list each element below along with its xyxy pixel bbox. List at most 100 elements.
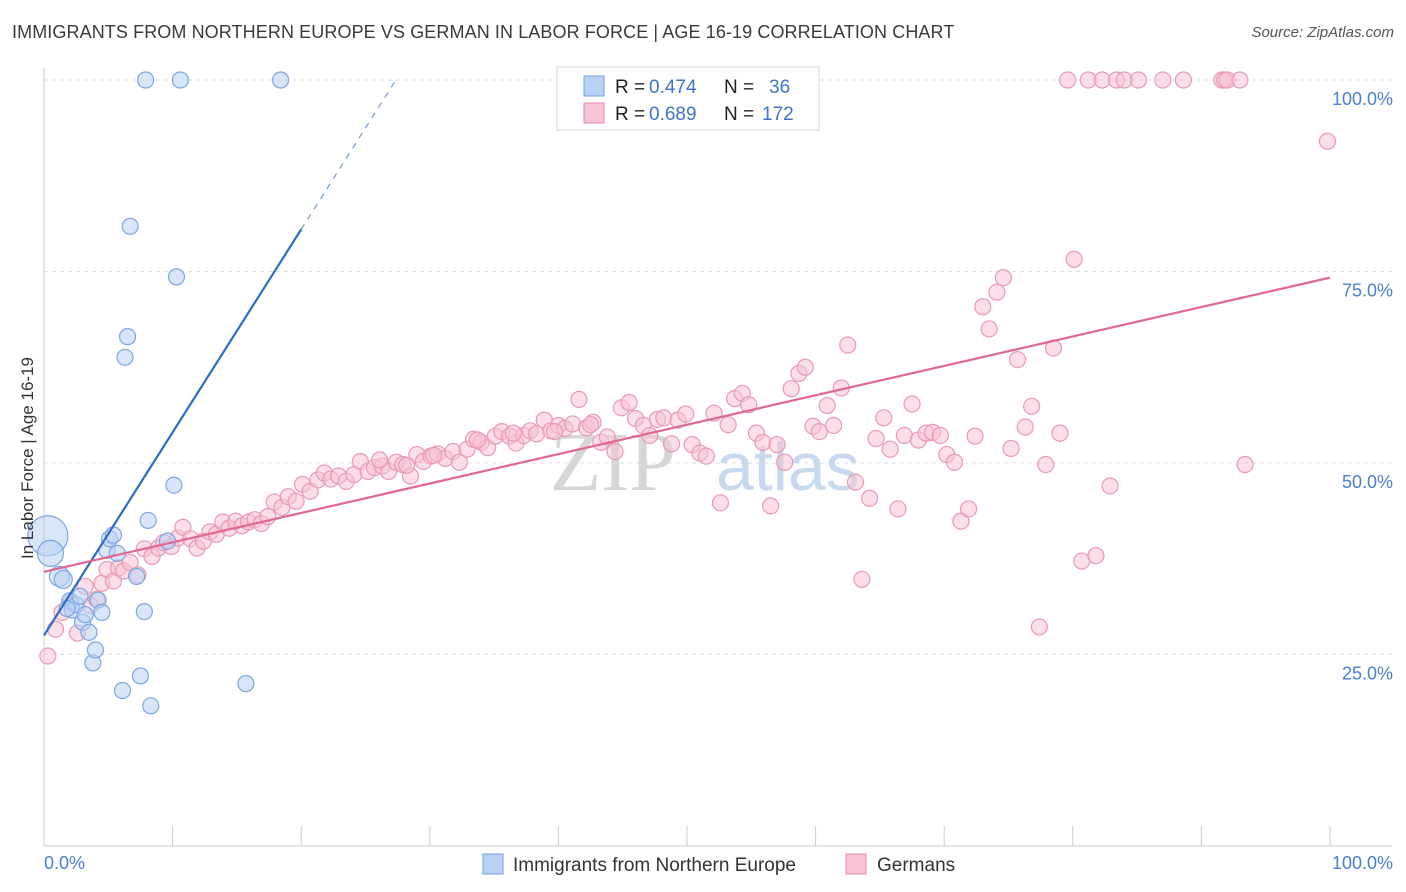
germans-point-112 <box>810 422 829 441</box>
germans-point-113 <box>818 396 836 415</box>
northern-europe-point-29 <box>171 71 189 89</box>
germans-point-77 <box>563 415 582 433</box>
germans-point-121 <box>875 409 893 427</box>
grid-lines <box>44 79 1392 655</box>
germans-point-119 <box>861 489 879 507</box>
germans-point-156 <box>1129 71 1147 89</box>
germans-point-146 <box>1051 424 1069 442</box>
bottom-legend-label-northern-europe: Immigrants from Northern Europe <box>513 855 796 876</box>
northern-europe-point-31 <box>237 675 255 693</box>
legend-r-label-0: R = <box>615 77 645 98</box>
germans-point-132 <box>952 512 970 530</box>
germans-point-171 <box>581 416 600 434</box>
germans-point-164 <box>1318 132 1337 150</box>
germans-point-99 <box>719 416 737 434</box>
germans-point-148 <box>1065 250 1083 268</box>
germans-point-117 <box>846 473 865 491</box>
y-tick-label-2: 75.0% <box>1342 281 1393 301</box>
germans-trend-line <box>43 276 1331 573</box>
source-label: Source: ZipAtlas.com <box>1251 24 1394 41</box>
germans-point-136 <box>980 320 998 338</box>
germans-point-134 <box>966 427 984 445</box>
germans-point-168 <box>468 431 486 449</box>
germans-point-91 <box>662 435 681 453</box>
legend-n-value-0: 36 <box>769 77 790 98</box>
northern-europe-point-25 <box>118 328 137 346</box>
bottom-legend-swatch-germans <box>845 853 867 875</box>
tick-labels: 25.0% 50.0% 75.0% 100.0% 0.0% 100.0% <box>44 89 1393 873</box>
legend-n-label-0: N = <box>724 77 754 98</box>
bottom-legend-label-germans: Germans <box>877 855 955 876</box>
germans-point-124 <box>895 426 913 445</box>
x-tick-label-1: 100.0% <box>1332 853 1393 873</box>
northern-europe-point-20 <box>142 697 160 715</box>
germans-point-83 <box>606 442 624 461</box>
germans-point-122 <box>881 440 899 458</box>
northern-europe-point-11 <box>86 641 105 659</box>
northern-europe-point-30 <box>272 71 290 89</box>
germans-point-165 <box>371 451 389 469</box>
germans-point-137 <box>988 283 1006 301</box>
germans-point-98 <box>711 494 730 512</box>
legend-r-value-0: 0.474 <box>649 77 697 98</box>
germans-points <box>39 71 1337 665</box>
northern-europe-point-34 <box>76 606 94 624</box>
y-tick-label-0: 25.0% <box>1342 664 1393 684</box>
germans-point-118 <box>853 570 871 589</box>
northern-europe-point-24 <box>116 348 134 366</box>
legend-n-value-1: 172 <box>762 104 794 125</box>
legend-swatch-germans <box>583 102 605 124</box>
bottom-legend-swatch-northern-europe <box>482 853 504 875</box>
northern-europe-point-1 <box>36 539 65 567</box>
chart-title: IMMIGRANTS FROM NORTHERN EUROPE VS GERMA… <box>12 22 955 42</box>
germans-point-158 <box>1174 71 1192 89</box>
germans-point-125 <box>903 395 921 413</box>
germans-point-131 <box>945 453 964 471</box>
northern-europe-point-22 <box>165 476 183 494</box>
y-tick-label-3: 100.0% <box>1332 89 1393 109</box>
germans-point-140 <box>1008 350 1027 369</box>
series-legend: Immigrants from Northern Europe Germans <box>482 853 955 876</box>
x-tick-label-0: 0.0% <box>44 853 85 873</box>
northern-europe-point-16 <box>127 567 146 585</box>
northern-europe-point-27 <box>167 268 186 286</box>
germans-point-114 <box>825 416 843 435</box>
germans-point-107 <box>776 453 794 471</box>
northern-europe-trend-line <box>43 228 303 636</box>
northern-europe-point-35 <box>71 587 89 605</box>
germans-point-135 <box>974 298 992 316</box>
germans-point-110 <box>796 358 814 376</box>
trend-lines <box>43 79 1331 636</box>
northern-europe-point-26 <box>121 217 139 235</box>
germans-point-139 <box>1002 439 1020 458</box>
germans-point-1 <box>46 620 65 638</box>
stats-legend: R = 0.474 N = 36 R = 0.689 N = 172 <box>556 66 820 131</box>
germans-point-141 <box>1016 418 1034 436</box>
northern-europe-point-18 <box>113 681 132 700</box>
germans-point-147 <box>1059 71 1077 89</box>
northern-europe-point-28 <box>136 71 155 89</box>
northern-europe-point-7 <box>80 623 98 641</box>
germans-point-108 <box>782 380 800 398</box>
germans-point-13 <box>121 553 139 572</box>
y-tick-label-1: 50.0% <box>1342 472 1393 492</box>
germans-point-151 <box>1087 547 1105 565</box>
germans-point-61 <box>450 453 468 471</box>
northern-europe-point-17 <box>135 603 153 621</box>
northern-europe-point-23 <box>139 511 157 530</box>
germans-point-162 <box>1231 71 1249 89</box>
germans-point-163 <box>1236 455 1254 474</box>
germans-point-138 <box>994 269 1012 287</box>
germans-point-104 <box>754 433 772 451</box>
legend-r-label-1: R = <box>615 104 645 125</box>
germans-point-78 <box>570 390 588 409</box>
northern-europe-points <box>27 71 290 715</box>
northern-europe-point-9 <box>93 603 111 621</box>
germans-point-142 <box>1023 397 1041 415</box>
germans-point-170 <box>545 422 564 441</box>
northern-europe-point-19 <box>131 667 150 685</box>
germans-point-167 <box>425 446 443 464</box>
northern-europe-point-3 <box>53 569 73 590</box>
germans-point-157 <box>1154 71 1172 89</box>
